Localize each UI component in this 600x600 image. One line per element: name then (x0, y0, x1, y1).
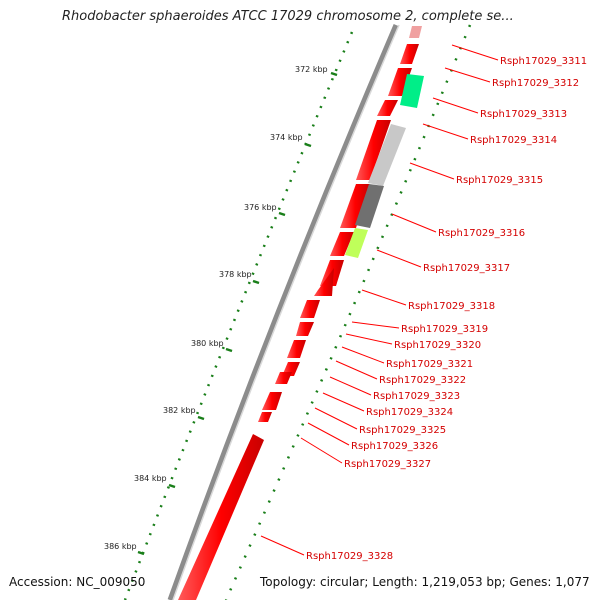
gene-arrow-3312[interactable] (388, 68, 412, 96)
gene-arrow-3328[interactable] (178, 434, 264, 600)
gene-block-3312[interactable] (400, 74, 424, 108)
gene-label[interactable]: Rsph17029_3325 (359, 425, 446, 436)
genome-summary-text: Topology: circular; Length: 1,219,053 bp… (260, 575, 590, 589)
gene-label[interactable]: Rsph17029_3328 (306, 551, 393, 562)
gene-block-3316[interactable] (355, 184, 384, 228)
gene-leader-line (391, 213, 437, 233)
gene-label[interactable]: Rsph17029_3327 (344, 459, 431, 470)
gene-leader-line (329, 376, 372, 396)
page-title: Rhodobacter sphaeroides ATCC 17029 chrom… (62, 9, 514, 24)
gene-leader-line (351, 321, 400, 329)
gene-label[interactable]: Rsph17029_3318 (408, 301, 495, 312)
tick-mark (330, 71, 338, 77)
tick-mark (168, 483, 176, 489)
gene-arrow-3323[interactable] (275, 372, 292, 384)
tick-mark (278, 211, 286, 217)
tick-label: 384 kbp (134, 474, 167, 483)
gene-label[interactable]: Rsph17029_3322 (379, 375, 466, 386)
gene-leader-line (322, 392, 365, 412)
gene-arrow-3321[interactable] (287, 340, 306, 358)
tick-label: 378 kbp (219, 270, 252, 279)
gene-arrow-3324[interactable] (262, 392, 282, 410)
gene-arrow-3315[interactable] (340, 184, 370, 228)
gene-label[interactable]: Rsph17029_3313 (480, 109, 567, 120)
tick-label: 380 kbp (191, 339, 224, 348)
tick-mark (304, 142, 312, 148)
tick-label: 372 kbp (295, 65, 328, 74)
gene-leader-line (341, 346, 385, 364)
gene-leader-line (314, 407, 358, 430)
position-track-dotted (123, 31, 354, 600)
gene-label[interactable]: Rsph17029_3316 (438, 228, 525, 239)
gene-arrow-3318[interactable] (314, 268, 334, 296)
gene-labels: Rsph17029_3311 Rsph17029_3312 Rsph17029_33… (260, 44, 587, 562)
gene-label[interactable]: Rsph17029_3315 (456, 175, 543, 186)
gene-block-3311[interactable] (409, 26, 422, 38)
gene-label[interactable]: Rsph17029_3321 (386, 359, 473, 370)
gene-leader-line (345, 333, 393, 345)
tick-label: 382 kbp (163, 406, 196, 415)
gene-label[interactable]: Rsph17029_3320 (394, 340, 481, 351)
gene-label[interactable]: Rsph17029_3312 (492, 78, 579, 89)
gene-leader-line (361, 289, 407, 306)
gene-label[interactable]: Rsph17029_3324 (366, 407, 453, 418)
position-track-inner (224, 24, 472, 600)
gene-arrow-3313[interactable] (377, 100, 398, 116)
tick-label: 374 kbp (270, 133, 303, 142)
tick-mark (225, 347, 233, 353)
tick-label: 386 kbp (104, 542, 137, 551)
gene-arrow-3314[interactable] (356, 120, 391, 180)
gene-label[interactable]: Rsph17029_3311 (500, 56, 587, 67)
gene-block-3317[interactable] (345, 228, 368, 258)
backbone-ring (167, 24, 399, 600)
gene-label[interactable]: Rsph17029_3319 (401, 324, 488, 335)
gene-leader-line (335, 360, 378, 380)
gene-label[interactable]: Rsph17029_3326 (351, 441, 438, 452)
forward-strand-genes (345, 26, 424, 258)
gene-arrow-3316[interactable] (330, 232, 354, 256)
gene-leader-line (422, 123, 469, 140)
gene-arrow-3319[interactable] (300, 300, 320, 318)
accession-text: Accession: NC_009050 (9, 575, 146, 589)
gene-leader-line (432, 97, 479, 114)
tick-mark (252, 279, 260, 285)
tick-mark (137, 550, 145, 556)
gene-leader-line (409, 162, 455, 180)
gene-leader-line (307, 422, 350, 446)
gene-arrow-3320[interactable] (296, 322, 314, 336)
gene-label[interactable]: Rsph17029_3314 (470, 135, 557, 146)
gene-arrow-3325[interactable] (258, 412, 272, 422)
gene-block-3314[interactable] (368, 124, 406, 186)
gene-label[interactable]: Rsph17029_3317 (423, 263, 510, 274)
tick-label: 376 kbp (244, 203, 277, 212)
gene-leader-line (451, 44, 499, 61)
tick-mark (197, 415, 205, 421)
gene-arrow-3311[interactable] (400, 44, 419, 64)
reverse-strand-genes (178, 44, 419, 600)
gene-leader-line (300, 437, 343, 464)
gene-label[interactable]: Rsph17029_3323 (373, 391, 460, 402)
gene-leader-line (376, 249, 422, 268)
kbp-scale: 372 kbp 374 kbp 376 kbp 378 kbp 380 kbp 382 k… (104, 65, 338, 556)
gene-leader-line (444, 67, 491, 83)
gene-leader-line (260, 535, 305, 556)
